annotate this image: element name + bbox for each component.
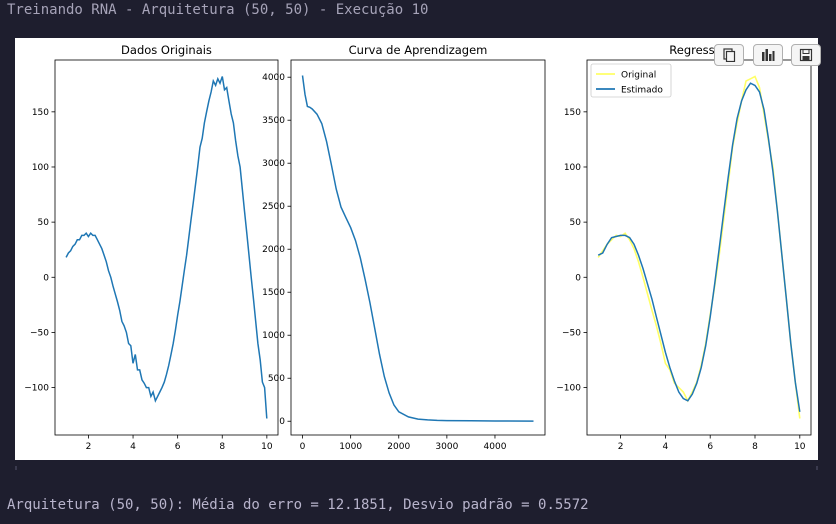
y-tick-label: 1500 [262, 288, 285, 298]
axes-frame [54, 59, 279, 436]
results-summary: Arquitetura (50, 50): Média do erro = 12… [7, 497, 589, 513]
chart-data-button[interactable] [753, 44, 783, 66]
y-tick-label: −50 [562, 328, 581, 338]
x-tick-label: 8 [219, 442, 225, 452]
x-tick-label: 4000 [484, 442, 507, 452]
figure-canvas: Dados Originais 2 4 6 8 10 −100 −50 0 50 100 150 Cur… [15, 38, 818, 460]
axes-frame [586, 59, 812, 436]
series-line-panel0 [65, 76, 268, 419]
series-line-original [597, 75, 801, 419]
x-tick-label: 3000 [435, 442, 458, 452]
y-tick-label: 150 [32, 108, 49, 118]
y-tick-label: 50 [38, 218, 50, 228]
axes-frame [290, 59, 546, 436]
y-tick-label: −50 [30, 328, 49, 338]
x-tick-label: 8 [752, 442, 758, 452]
y-tick-label: 2500 [262, 202, 285, 212]
figure-toolbar [714, 44, 821, 66]
chart-title: Regressão [669, 43, 728, 57]
y-tick-label: 2000 [262, 245, 285, 255]
y-tick-label: 50 [570, 218, 582, 228]
x-tick-label: 6 [707, 442, 713, 452]
x-tick-label: 0 [300, 442, 306, 452]
chart-title: Dados Originais [121, 43, 212, 57]
y-tick-label: 3000 [262, 159, 285, 169]
x-tick-label: 4 [130, 442, 136, 452]
x-tick-label: 4 [663, 442, 669, 452]
x-tick-label: 10 [261, 442, 273, 452]
scroll-right-marker [816, 466, 818, 470]
y-tick-label: 4000 [262, 73, 285, 83]
y-tick-label: −100 [24, 384, 49, 394]
y-tick-label: 100 [564, 163, 581, 173]
x-tick-label: 2000 [387, 442, 410, 452]
x-tick-label: 2 [618, 442, 624, 452]
bar-chart-icon [762, 49, 775, 61]
x-tick-label: 6 [175, 442, 181, 452]
window-title: Treinando RNA - Arquitetura (50, 50) - E… [7, 2, 429, 18]
horizontal-scrollbar[interactable] [15, 464, 818, 472]
copy-icon [723, 48, 736, 62]
y-tick-label: 1000 [262, 331, 285, 341]
y-tick-label: −100 [556, 384, 581, 394]
y-tick-label: 0 [575, 273, 581, 283]
y-tick-label: 0 [279, 417, 285, 427]
y-tick-label: 3500 [262, 116, 285, 126]
save-button[interactable] [791, 44, 821, 66]
y-tick-label: 150 [564, 108, 581, 118]
chart-title: Curva de Aprendizagem [349, 43, 488, 57]
series-line-estimado [597, 82, 801, 412]
x-tick-label: 2 [86, 442, 92, 452]
y-tick-label: 500 [268, 374, 285, 384]
y-tick-label: 100 [32, 163, 49, 173]
x-tick-label: 10 [794, 442, 806, 452]
x-tick-label: 1000 [339, 442, 362, 452]
series-line-panel1 [301, 75, 534, 422]
save-icon [799, 48, 813, 62]
scroll-left-marker [15, 466, 17, 470]
legend-label-estimado: Estimado [621, 86, 663, 96]
legend-label-original: Original [621, 71, 656, 81]
copy-button[interactable] [714, 44, 744, 66]
y-tick-label: 0 [43, 273, 49, 283]
